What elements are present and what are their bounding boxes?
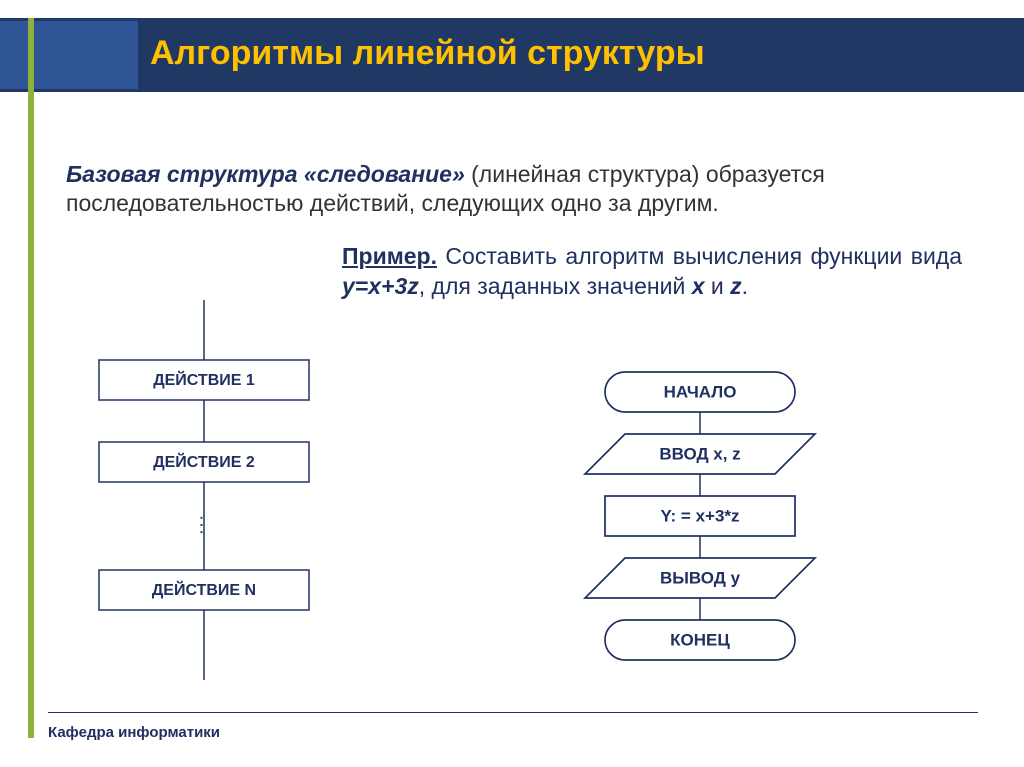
example-mid: , для заданных значений (419, 273, 692, 299)
svg-text:ДЕЙСТВИЕ 1: ДЕЙСТВИЕ 1 (153, 370, 255, 389)
left-green-rule (28, 18, 34, 738)
svg-text:Y: = x+3*z: Y: = x+3*z (660, 506, 739, 525)
svg-text:. . .: . . . (198, 516, 213, 534)
svg-text:ВЫВОД y: ВЫВОД y (660, 568, 741, 587)
right-flowchart: НАЧАЛО ВВОД x, z Y: = x+3*z ВЫВОД y КОНЕЦ (540, 362, 870, 672)
footer-text: Кафедра информатики (48, 724, 220, 741)
example-paragraph: Пример. Составить алгоритм вычисления фу… (342, 242, 962, 302)
intro-bold: Базовая структура «следование» (66, 161, 465, 187)
intro-paragraph: Базовая структура «следование» (линейная… (66, 160, 966, 218)
svg-text:ВВОД x, z: ВВОД x, z (659, 444, 740, 463)
example-formula: y=x+3z (342, 273, 419, 299)
example-v1: x (692, 273, 705, 299)
svg-text:ДЕЙСТВИЕ N: ДЕЙСТВИЕ N (152, 580, 256, 599)
example-and: и (704, 273, 730, 299)
svg-text:НАЧАЛО: НАЧАЛО (664, 382, 737, 401)
svg-text:ДЕЙСТВИЕ 2: ДЕЙСТВИЕ 2 (153, 452, 255, 471)
left-flowchart: ДЕЙСТВИЕ 1 ДЕЙСТВИЕ 2 ДЕЙСТВИЕ N . . . (64, 300, 344, 690)
header-accent-block (0, 21, 138, 89)
example-dot: . (742, 273, 748, 299)
intro-paren: (линейная структура) (465, 161, 706, 187)
slide-title: Алгоритмы линейной структуры (150, 34, 705, 73)
example-label: Пример. (342, 243, 437, 269)
example-before: Составить алгоритм вычисления функции ви… (437, 243, 962, 269)
svg-text:КОНЕЦ: КОНЕЦ (670, 630, 730, 649)
example-v2: z (730, 273, 742, 299)
footer-rule (48, 712, 978, 713)
